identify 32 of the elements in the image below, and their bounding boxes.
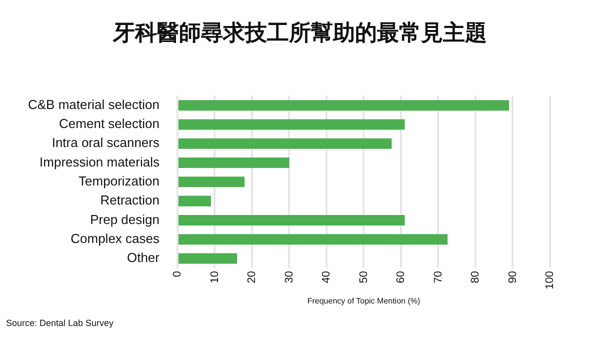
y-tick-label: Complex cases bbox=[70, 230, 160, 246]
y-tick-label: C&B material selection bbox=[28, 96, 160, 112]
y-tick-label: Impression materials bbox=[40, 154, 160, 170]
x-tick-label: 40 bbox=[320, 271, 333, 284]
bar bbox=[178, 253, 238, 264]
y-tick-label: Other bbox=[126, 250, 160, 266]
bar bbox=[178, 158, 290, 168]
x-tick-label: 20 bbox=[246, 271, 258, 284]
x-tick-label: 100 bbox=[544, 271, 556, 290]
x-tick-label: 30 bbox=[283, 271, 296, 284]
bar bbox=[178, 214, 405, 226]
bar bbox=[178, 100, 510, 111]
x-axis-title: Frequency of Topic Mention (%) bbox=[307, 296, 420, 306]
x-tick-label: 90 bbox=[506, 271, 519, 284]
x-tick-label: 10 bbox=[208, 271, 221, 284]
y-tick-label: Retraction bbox=[100, 192, 160, 208]
chart-title: 牙科醫師尋求技工所幫助的最常見主題 bbox=[112, 20, 488, 48]
x-tick-label: 50 bbox=[358, 271, 370, 284]
bar bbox=[178, 196, 212, 206]
bar bbox=[178, 176, 245, 188]
y-tick-label: Intra oral scanners bbox=[52, 135, 160, 150]
y-tick-label: Temporization bbox=[78, 174, 160, 188]
y-tick-label: Prep design bbox=[90, 212, 160, 227]
source-note: Source: Dental Lab Survey bbox=[6, 318, 114, 328]
x-tick-label: 80 bbox=[470, 271, 482, 284]
y-tick-label: Cement selection bbox=[59, 116, 160, 132]
bar bbox=[178, 119, 405, 130]
bar bbox=[178, 234, 448, 245]
x-tick-label: 70 bbox=[432, 271, 444, 284]
x-tick-label: 0 bbox=[172, 271, 184, 278]
bar bbox=[178, 138, 392, 149]
x-tick-label: 60 bbox=[395, 271, 408, 284]
